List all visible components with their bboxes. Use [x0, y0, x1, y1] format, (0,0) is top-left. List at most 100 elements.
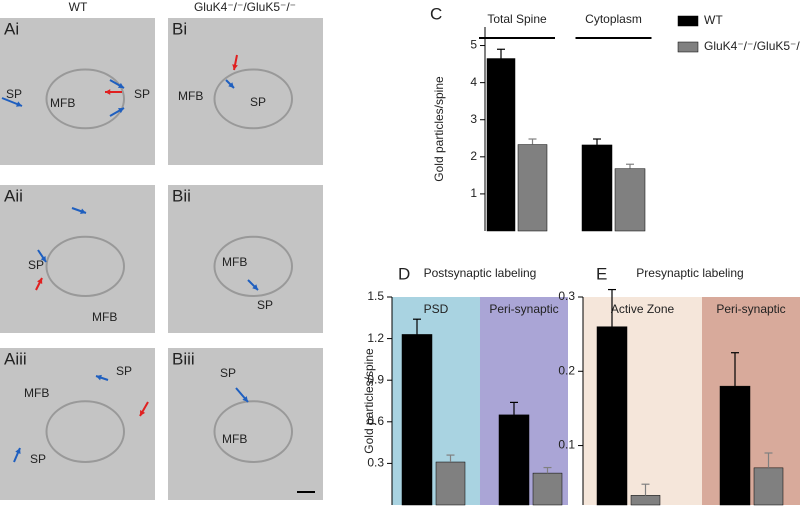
panel-label: E [596, 264, 607, 283]
y-tick-label: 0.3 [367, 456, 384, 470]
annotation: SP [257, 298, 273, 312]
arrow-head [228, 82, 234, 88]
bar [401, 334, 433, 506]
error-bar [626, 163, 634, 169]
arrow-head [15, 448, 21, 454]
arrow-head [40, 256, 46, 262]
annotation: SP [116, 364, 132, 378]
error-bar [543, 466, 552, 474]
category-label: Total Spine [487, 12, 547, 26]
error-bar [510, 401, 518, 415]
bar [581, 144, 613, 232]
spine-outline [45, 400, 125, 464]
spine-outline [45, 68, 125, 130]
error-bar [497, 48, 505, 59]
annotation: MFB [24, 386, 49, 400]
arrow-head [37, 278, 43, 284]
annotation: SP [28, 258, 44, 272]
region [702, 297, 800, 505]
annotation: MFB [50, 96, 75, 110]
spine-outline [45, 235, 125, 297]
y-tick-label: 0.9 [367, 372, 384, 386]
y-tick-label: 4 [470, 75, 477, 89]
panel-label: Bii [172, 186, 191, 205]
y-tick-label: 1.5 [367, 289, 384, 303]
y-tick-label: 1.2 [367, 331, 384, 345]
arrow-head [118, 82, 124, 88]
panel-label: Bi [172, 19, 187, 38]
spine-outline [213, 400, 293, 464]
panel-label: Aii [4, 186, 23, 205]
panel-label: D [398, 264, 410, 283]
y-tick-label: 5 [470, 38, 477, 52]
bar [596, 326, 628, 506]
y-tick-label: 0.1 [558, 438, 575, 452]
arrow-head [105, 89, 111, 95]
error-bar [731, 352, 739, 387]
panel-label: Ai [4, 19, 19, 38]
arrow-head [252, 284, 258, 290]
annotation: SP [6, 87, 22, 101]
micrograph-texture [0, 18, 155, 165]
annotation: SP [220, 366, 236, 380]
error-bar [413, 318, 421, 335]
legend-label: WT [704, 13, 723, 27]
y-tick-label: 0.6 [367, 414, 384, 428]
y-tick-label: 3 [470, 112, 477, 126]
y-tick-label: 0.2 [558, 363, 575, 377]
arrow-head [140, 410, 146, 416]
annotation: SP [134, 87, 150, 101]
y-axis-label: Gold particles/spine [432, 76, 446, 182]
y-tick-label: 2 [470, 149, 477, 163]
column-label: GluK4⁻/⁻/GluK5⁻/⁻ [194, 0, 296, 14]
error-bar [446, 454, 455, 463]
bar [753, 467, 784, 506]
category-label: Active Zone [611, 302, 675, 316]
micrographs: Ai SP MFB SP Bi MFB SP Aii SP MFB Bii MFB SP Aiii MFB S… [0, 18, 323, 500]
arrow-head [96, 374, 102, 381]
annotation: MFB [222, 432, 247, 446]
bar [719, 385, 751, 506]
y-tick-label: 0.3 [558, 289, 575, 303]
y-axis-label: Gold particles/spine [362, 348, 376, 454]
column-label: WT [69, 0, 88, 14]
error-bar [528, 138, 537, 145]
legend-label: GluK4⁻/⁻/GluK5⁻/⁻ [704, 39, 800, 53]
micrograph-texture [0, 348, 155, 500]
error-bar [764, 452, 773, 468]
panel-label: Biii [172, 349, 195, 368]
legend-swatch [677, 41, 699, 53]
micrograph-texture [168, 18, 323, 165]
arrow-head [16, 101, 22, 107]
y-tick-label: 1 [470, 186, 477, 200]
annotation: MFB [178, 89, 203, 103]
annotation: MFB [222, 255, 247, 269]
category-label: Peri-synaptic [716, 302, 785, 316]
error-bar [593, 138, 601, 145]
category-label: Cytoplasm [585, 12, 642, 26]
spine-outline [213, 235, 293, 297]
micrograph-texture [168, 185, 323, 333]
legend-swatch [677, 15, 699, 27]
bar [532, 472, 563, 506]
micrograph-texture [168, 348, 323, 500]
annotation: SP [30, 452, 46, 466]
chart-title: Postsynaptic labeling [424, 266, 537, 280]
category-label: Peri-synaptic [489, 302, 558, 316]
annotation: SP [250, 95, 266, 109]
arrow-head [118, 108, 124, 114]
arrow-head [242, 396, 248, 402]
charts: C Gold particles/spine Total Spine Cytoplas… [362, 4, 800, 506]
annotation: MFB [92, 310, 117, 324]
panel-label: C [430, 4, 442, 23]
micrograph-texture [0, 185, 155, 333]
error-bar [641, 483, 650, 496]
bar [486, 58, 516, 232]
panel-label: Aiii [4, 349, 27, 368]
spine-outline [213, 68, 293, 130]
bar [630, 495, 661, 506]
bar [614, 168, 646, 232]
bar [498, 414, 530, 506]
category-label: PSD [424, 302, 449, 316]
